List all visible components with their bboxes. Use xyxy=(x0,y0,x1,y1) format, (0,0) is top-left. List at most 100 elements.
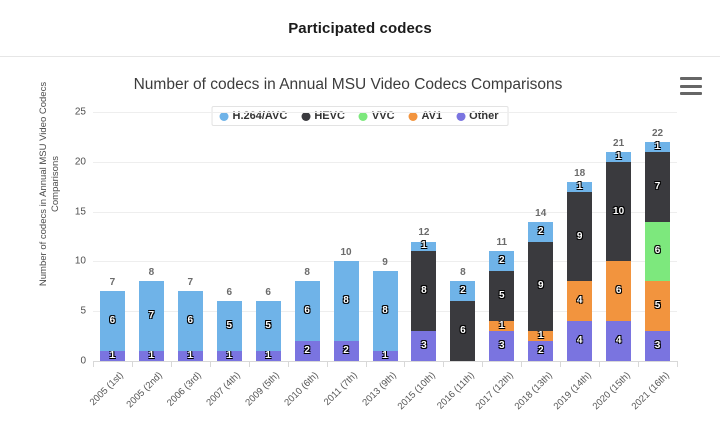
bar-segment-other[interactable]: 1 xyxy=(177,351,203,361)
bar-segment-other[interactable]: 1 xyxy=(372,351,398,361)
bar-segment-other[interactable]: 1 xyxy=(216,351,242,361)
stacked-bar[interactable]: 1 7 8 xyxy=(138,267,164,361)
bar-group: 1 6 7 xyxy=(177,112,203,361)
stacked-bar[interactable]: 3 1 5 2 11 xyxy=(489,237,515,361)
bar-segment-hevc[interactable]: 9 xyxy=(567,191,593,282)
bar-segment-h-264-avc[interactable]: 5 xyxy=(216,301,242,352)
legend-label: HEVC xyxy=(314,110,345,122)
gridline xyxy=(93,211,677,213)
x-axis-tick xyxy=(482,361,484,367)
bar-segment-other[interactable]: 3 xyxy=(645,331,671,361)
bar-segment-hevc[interactable]: 5 xyxy=(489,271,515,322)
bar-segment-other[interactable]: 1 xyxy=(138,351,164,361)
bar-segment-hevc[interactable]: 10 xyxy=(606,161,632,262)
bar-segment-h-264-avc[interactable]: 8 xyxy=(333,261,359,342)
legend-item-vvc[interactable]: VVC xyxy=(358,110,395,122)
bar-segment-h-264-avc[interactable]: 2 xyxy=(489,251,515,272)
bar-segment-av1[interactable]: 5 xyxy=(645,281,671,332)
plot-wrapper: Number of codecs in Annual MSU Video Cod… xyxy=(0,57,720,431)
legend-swatch-icon xyxy=(219,111,229,121)
bar-segment-other[interactable]: 3 xyxy=(411,331,437,361)
bar-segment-value: 3 xyxy=(499,340,505,352)
bar-segment-value: 5 xyxy=(499,290,505,302)
bar-segment-h-264-avc[interactable]: 2 xyxy=(528,221,554,242)
legend-item-av1[interactable]: AV1 xyxy=(408,110,442,122)
y-axis-title: Number of codecs in Annual MSU Video Cod… xyxy=(38,81,61,287)
bar-segment-av1[interactable]: 6 xyxy=(606,261,632,322)
bar-segment-av1[interactable]: 4 xyxy=(567,281,593,322)
bar-segment-other[interactable]: 2 xyxy=(294,341,320,361)
stacked-bar[interactable]: 1 6 7 xyxy=(99,277,125,361)
bar-segment-h-264-avc[interactable]: 6 xyxy=(177,291,203,352)
bar-segment-h-264-avc[interactable]: 1 xyxy=(645,141,671,152)
bar-segment-h-264-avc[interactable]: 6 xyxy=(99,291,125,352)
bar-segment-h-264-avc[interactable]: 7 xyxy=(138,281,164,352)
bar-segment-h-264-avc[interactable]: 6 xyxy=(294,281,320,342)
bar-segment-h-264-avc[interactable]: 1 xyxy=(411,241,437,252)
menu-bar-1 xyxy=(680,77,702,80)
stacked-bar[interactable]: 1 8 9 xyxy=(372,257,398,361)
chart-legend: H.264/AVC HEVC VVC AV1 Other xyxy=(211,106,509,126)
stacked-bar[interactable]: 6 2 8 xyxy=(450,267,476,361)
stacked-bar[interactable]: 1 6 7 xyxy=(177,277,203,361)
x-axis-tick xyxy=(209,361,211,367)
stacked-bar[interactable]: 1 5 6 xyxy=(216,287,242,361)
x-axis-tick xyxy=(326,361,328,367)
hamburger-menu-icon[interactable] xyxy=(680,77,702,95)
legend-label: H.264/AVC xyxy=(232,110,288,122)
chart-card: Number of codecs in Annual MSU Video Cod… xyxy=(0,57,720,431)
page-title: Participated codecs xyxy=(288,19,432,37)
legend-item-hevc[interactable]: HEVC xyxy=(301,110,345,122)
bar-total-label: 18 xyxy=(574,167,586,179)
bar-segment-hevc[interactable]: 9 xyxy=(528,241,554,332)
bar-group: 1 5 6 xyxy=(216,112,242,361)
legend-swatch-icon xyxy=(301,111,311,121)
bar-segment-other[interactable]: 1 xyxy=(255,351,281,361)
stacked-bar[interactable]: 2 8 10 xyxy=(333,247,359,361)
bar-segment-hevc[interactable]: 6 xyxy=(450,301,476,361)
bar-segment-h-264-avc[interactable]: 2 xyxy=(450,281,476,302)
gridline xyxy=(93,261,677,263)
bar-total-label: 8 xyxy=(148,267,155,279)
bar-segment-other[interactable]: 2 xyxy=(333,341,359,361)
legend-item-other[interactable]: Other xyxy=(456,110,498,122)
bar-group: 2 1 9 2 14 xyxy=(528,112,554,361)
bar-segment-value: 2 xyxy=(460,285,466,297)
gridline xyxy=(93,161,677,163)
bar-segment-value: 1 xyxy=(576,180,583,192)
bar-segment-value: 4 xyxy=(615,335,622,347)
stacked-bar[interactable]: 3 8 1 12 xyxy=(411,227,437,361)
stacked-bar[interactable]: 2 1 9 2 14 xyxy=(528,208,554,361)
stacked-bar[interactable]: 1 5 6 xyxy=(255,287,281,361)
bar-segment-vvc[interactable]: 6 xyxy=(645,221,671,282)
bar-group: 2 8 10 xyxy=(333,112,359,361)
bar-total-label: 6 xyxy=(265,287,271,299)
bar-group: 1 6 7 xyxy=(99,112,125,361)
bar-segment-other[interactable]: 1 xyxy=(99,351,125,361)
bar-segment-av1[interactable]: 1 xyxy=(489,320,515,332)
legend-item-h-264-avc[interactable]: H.264/AVC xyxy=(219,110,288,122)
bar-segment-other[interactable]: 4 xyxy=(606,321,632,361)
bar-segment-other[interactable]: 2 xyxy=(528,341,554,361)
bar-group: 1 8 9 xyxy=(372,112,398,361)
bar-segment-av1[interactable]: 1 xyxy=(528,330,554,342)
stacked-bar[interactable]: 3 5 6 7 1 22 xyxy=(645,128,671,361)
bar-segment-value: 1 xyxy=(537,330,544,342)
bar-segment-value: 8 xyxy=(421,285,427,297)
stacked-bar[interactable]: 4 4 9 1 18 xyxy=(567,168,593,361)
bar-total-label: 6 xyxy=(226,287,233,299)
bar-segment-h-264-avc[interactable]: 5 xyxy=(255,301,281,352)
bar-segment-value: 6 xyxy=(109,315,116,327)
bar-segment-value: 1 xyxy=(499,320,505,332)
stacked-bar[interactable]: 2 6 8 xyxy=(294,267,320,361)
bar-segment-other[interactable]: 4 xyxy=(567,321,593,361)
bar-segment-h-264-avc[interactable]: 8 xyxy=(372,271,398,352)
bar-segment-hevc[interactable]: 7 xyxy=(645,151,671,222)
bar-segment-h-264-avc[interactable]: 1 xyxy=(567,180,593,192)
legend-label: VVC xyxy=(371,110,395,122)
bar-total-label: 22 xyxy=(651,127,664,139)
stacked-bar[interactable]: 4 6 10 1 21 xyxy=(606,138,632,361)
bar-segment-other[interactable]: 3 xyxy=(489,331,515,361)
bar-segment-h-264-avc[interactable]: 1 xyxy=(606,151,632,162)
bar-segment-hevc[interactable]: 8 xyxy=(411,251,437,332)
